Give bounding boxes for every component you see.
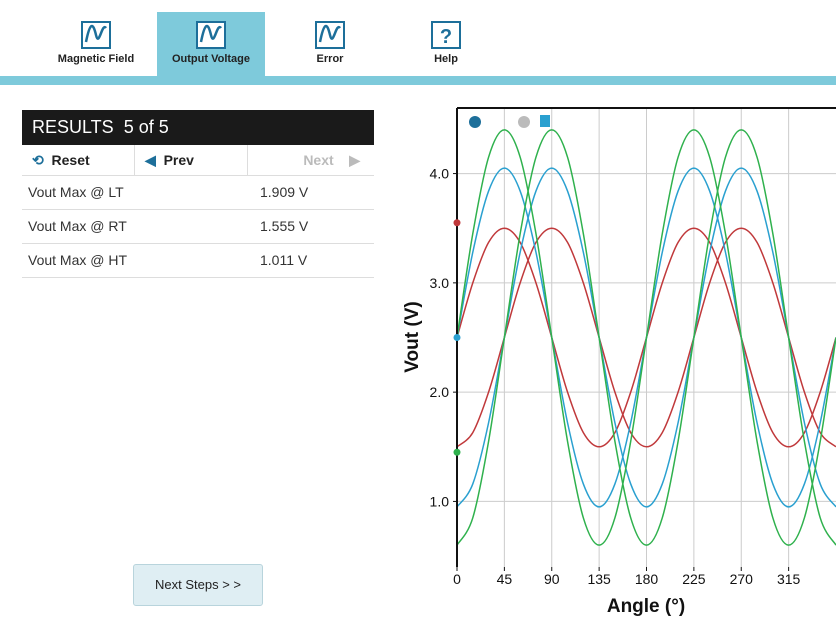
series-line bbox=[457, 167, 836, 508]
results-panel: RESULTS 5 of 5 ⟲ Reset ◀ Prev Next ▶ Vou… bbox=[22, 110, 374, 278]
results-header: RESULTS 5 of 5 bbox=[22, 110, 374, 145]
results-count: 5 of 5 bbox=[123, 117, 169, 137]
tab-icon: ? bbox=[431, 21, 461, 49]
row-value: 1.909 V bbox=[260, 184, 309, 200]
x-tick-label: 135 bbox=[587, 571, 611, 587]
tab[interactable]: Magnetic Field bbox=[42, 12, 150, 76]
marker-dot bbox=[453, 448, 461, 456]
result-row: Vout Max @ HT 1.011 V bbox=[22, 244, 374, 278]
x-tick-label: 180 bbox=[635, 571, 659, 587]
tab-active[interactable]: Output Voltage bbox=[157, 12, 265, 76]
marker-dot bbox=[453, 219, 461, 227]
flag-icon[interactable] bbox=[540, 115, 550, 127]
tab[interactable]: ? Help bbox=[392, 12, 500, 76]
next-steps-button[interactable]: Next Steps > > bbox=[133, 564, 263, 606]
series-line bbox=[457, 129, 836, 546]
result-row: Vout Max @ RT 1.555 V bbox=[22, 210, 374, 244]
row-value: 1.011 V bbox=[260, 252, 308, 268]
reset-button[interactable]: ⟲ Reset bbox=[22, 145, 135, 175]
y-tick-label: 1.0 bbox=[430, 493, 450, 509]
x-axis-label: Angle (°) bbox=[607, 596, 685, 617]
marker-dot bbox=[453, 334, 461, 341]
tab-label: Output Voltage bbox=[171, 53, 250, 65]
prev-button[interactable]: ◀ Prev bbox=[135, 145, 248, 175]
zoom-out-icon[interactable] bbox=[518, 116, 530, 128]
chart: Angle (°) Vout (V) 0 45 90 135 180 225 270 315 1… bbox=[402, 107, 836, 617]
x-tick-label: 315 bbox=[777, 571, 801, 587]
y-tick-label: 2.0 bbox=[430, 384, 450, 400]
x-tick-label: 90 bbox=[544, 571, 560, 587]
tab-icon bbox=[196, 21, 226, 49]
button-row: ⟲ Reset ◀ Prev Next ▶ bbox=[22, 145, 374, 176]
next-button[interactable]: Next ▶ bbox=[303, 152, 360, 168]
x-tick-label: 0 bbox=[453, 571, 461, 587]
x-tick-label: 270 bbox=[730, 571, 754, 587]
toolbar bbox=[469, 115, 550, 128]
tab-icon bbox=[315, 21, 345, 49]
tab-bar: Magnetic Field Output Voltage Error ? He… bbox=[0, 0, 836, 85]
row-label: Vout Max @ LT bbox=[28, 184, 124, 200]
y-tick-label: 4.0 bbox=[430, 166, 450, 182]
button-label: Next bbox=[303, 152, 334, 168]
svg-text:?: ? bbox=[440, 26, 452, 48]
tab-label: Help bbox=[434, 53, 458, 65]
row-label: Vout Max @ RT bbox=[28, 218, 127, 234]
plot-lines bbox=[457, 129, 836, 546]
row-value: 1.555 V bbox=[260, 218, 309, 234]
y-axis-label: Vout (V) bbox=[402, 301, 423, 372]
x-tick-label: 45 bbox=[497, 571, 513, 587]
tab-label: Error bbox=[316, 53, 344, 65]
result-row: Vout Max @ LT 1.909 V bbox=[22, 176, 374, 210]
tab[interactable]: Error bbox=[276, 12, 384, 76]
button-label: Reset bbox=[51, 152, 90, 168]
results-title: RESULTS bbox=[32, 117, 114, 137]
y-tick-label: 3.0 bbox=[430, 275, 450, 291]
series-line bbox=[457, 227, 836, 448]
tab-icon bbox=[81, 21, 111, 49]
button-label: Prev bbox=[163, 152, 194, 168]
series-line bbox=[457, 129, 836, 546]
zoom-in-icon[interactable] bbox=[469, 116, 481, 128]
tab-label: Magnetic Field bbox=[57, 53, 135, 65]
x-tick-label: 225 bbox=[682, 571, 706, 587]
row-label: Vout Max @ HT bbox=[28, 252, 128, 268]
